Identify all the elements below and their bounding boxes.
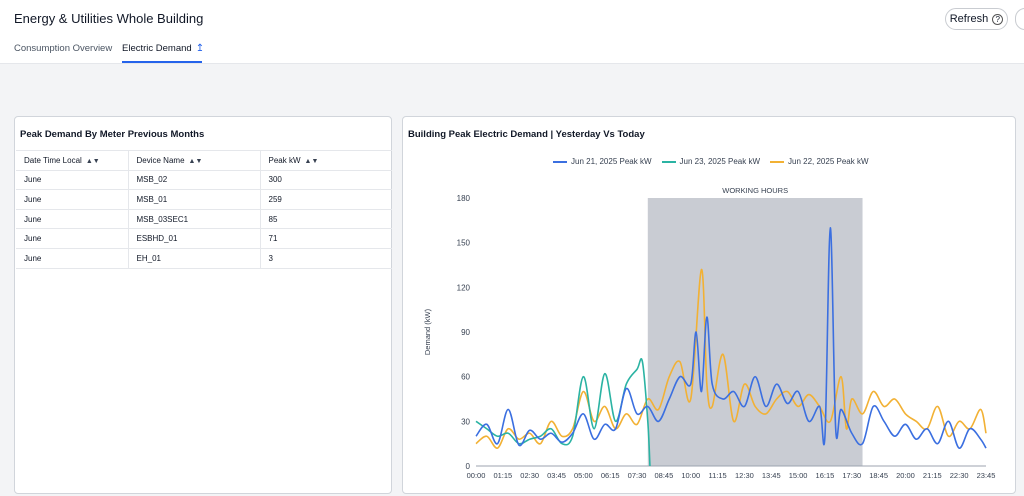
legend-swatch <box>553 160 567 163</box>
cell-peak: 71 <box>259 228 392 249</box>
electric-demand-title: Building Peak Electric Demand | Yesterda… <box>408 129 645 140</box>
series-line-0 <box>475 226 987 449</box>
x-tick-label: 02:30 <box>520 471 539 480</box>
legend-label: Jun 22, 2025 Peak kW <box>788 157 869 166</box>
y-tick-label: 90 <box>461 328 470 337</box>
demand-line-chart: WORKING HOURS 0 30 60 90 120 150 180 00:00 01:15 0… <box>423 186 996 480</box>
x-tick-label: 15:00 <box>789 471 808 480</box>
y-tick-label: 180 <box>457 194 471 203</box>
x-tick-label: 11:15 <box>708 471 726 480</box>
y-tick-label: 60 <box>461 373 470 382</box>
refresh-label: Refresh <box>949 13 989 25</box>
x-tick-label: 10:00 <box>681 471 700 480</box>
column-header-date-label: Date Time Local <box>24 155 82 165</box>
table-row[interactable]: June ESBHD_01 71 <box>16 228 392 249</box>
active-tab-indicator <box>122 61 202 63</box>
cell-device: MSB_01 <box>127 189 260 210</box>
y-axis-label: Demand (kW) <box>423 308 432 355</box>
x-tick-label: 22:30 <box>950 471 969 480</box>
cell-date: June <box>16 248 128 269</box>
column-header-device-label: Device Name <box>136 155 185 165</box>
cell-peak: 85 <box>259 209 392 230</box>
x-tick-label: 01:15 <box>493 471 512 480</box>
legend-item-jun22[interactable]: Jun 22, 2025 Peak kW <box>770 157 869 166</box>
cell-device: ESBHD_01 <box>127 228 260 249</box>
x-tick-label: 12:30 <box>735 471 754 480</box>
table-row[interactable]: June EH_01 3 <box>16 248 392 269</box>
column-header-date[interactable]: Date Time Local ▲▼ <box>16 150 128 171</box>
series-line-2 <box>475 268 987 449</box>
y-tick-label: 0 <box>466 462 471 471</box>
tab-consumption-overview[interactable]: Consumption Overview <box>14 43 113 54</box>
legend-label: Jun 23, 2025 Peak kW <box>679 157 761 166</box>
help-circle-icon: ? <box>992 13 1004 25</box>
working-hours-label: WORKING HOURS <box>722 186 788 195</box>
peak-demand-card: Peak Demand By Meter Previous Months Dat… <box>14 116 392 494</box>
tab-electric-demand[interactable]: Electric Demand ↥ <box>122 43 204 54</box>
cell-device: MSB_03SEC1 <box>127 209 260 230</box>
x-tick-label: 03:45 <box>547 471 566 480</box>
tab-electric-demand-label: Electric Demand <box>122 43 192 54</box>
legend-label: Jun 21, 2025 Peak kW <box>571 157 652 166</box>
peak-demand-table: Date Time Local ▲▼ Device Name ▲▼ Peak kW ▲… <box>16 150 392 269</box>
peak-demand-title: Peak Demand By Meter Previous Months <box>20 129 205 140</box>
top-bar: Energy & Utilities Whole Building Refres… <box>0 0 1024 64</box>
x-tick-label: 08:45 <box>655 471 674 480</box>
cell-date: June <box>16 189 128 210</box>
electric-demand-card: Building Peak Electric Demand | Yesterda… <box>402 116 1016 494</box>
more-button[interactable] <box>1015 8 1024 30</box>
column-header-device[interactable]: Device Name ▲▼ <box>127 150 260 171</box>
x-tick-label: 05:00 <box>574 471 593 480</box>
cell-device: MSB_02 <box>127 170 260 191</box>
y-tick-label: 150 <box>457 239 471 248</box>
sort-icon[interactable]: ▲▼ <box>304 157 319 165</box>
x-tick-label: 23:45 <box>977 471 996 480</box>
legend-item-jun23[interactable]: Jun 23, 2025 Peak kW <box>661 157 761 166</box>
legend-item-jun21[interactable]: Jun 21, 2025 Peak kW <box>553 157 652 166</box>
cell-date: June <box>16 209 128 230</box>
x-tick-label: 17:30 <box>842 471 861 480</box>
table-row[interactable]: June MSB_03SEC1 85 <box>16 209 392 230</box>
table-header-row: Date Time Local ▲▼ Device Name ▲▼ Peak kW ▲… <box>16 150 392 171</box>
column-header-peak[interactable]: Peak kW ▲▼ <box>259 150 392 171</box>
legend-swatch <box>770 160 784 163</box>
x-tick-label: 16:15 <box>816 471 835 480</box>
table-row[interactable]: June MSB_01 259 <box>16 189 392 210</box>
table-row[interactable]: June MSB_02 300 <box>16 170 392 191</box>
x-tick-label: 07:30 <box>628 471 647 480</box>
cell-peak: 259 <box>259 189 392 210</box>
sort-icon[interactable]: ▲▼ <box>85 157 100 165</box>
x-tick-label: 18:45 <box>869 471 888 480</box>
legend-swatch <box>661 160 676 163</box>
x-tick-label: 13:45 <box>762 471 781 480</box>
upload-icon[interactable]: ↥ <box>195 43 205 54</box>
chart-legend: Jun 21, 2025 Peak kW Jun 23, 2025 Peak k… <box>553 157 869 166</box>
y-tick-label: 30 <box>461 417 470 426</box>
sort-icon[interactable]: ▲▼ <box>188 157 203 165</box>
column-header-peak-label: Peak kW <box>268 155 301 165</box>
x-tick-label: 21:15 <box>923 471 942 480</box>
x-tick-label: 00:00 <box>467 471 486 480</box>
cell-date: June <box>16 170 128 191</box>
cell-device: EH_01 <box>127 248 260 269</box>
series-line-1 <box>475 357 651 467</box>
x-tick-label: 06:15 <box>601 471 620 480</box>
cell-peak: 300 <box>259 170 392 191</box>
x-tick-label: 20:00 <box>896 471 915 480</box>
y-tick-label: 120 <box>457 283 471 292</box>
page-title: Energy & Utilities Whole Building <box>14 11 204 26</box>
cell-peak: 3 <box>259 248 392 269</box>
refresh-button[interactable]: Refresh ? <box>945 8 1008 30</box>
cell-date: June <box>16 228 128 249</box>
working-hours-band <box>647 198 863 466</box>
